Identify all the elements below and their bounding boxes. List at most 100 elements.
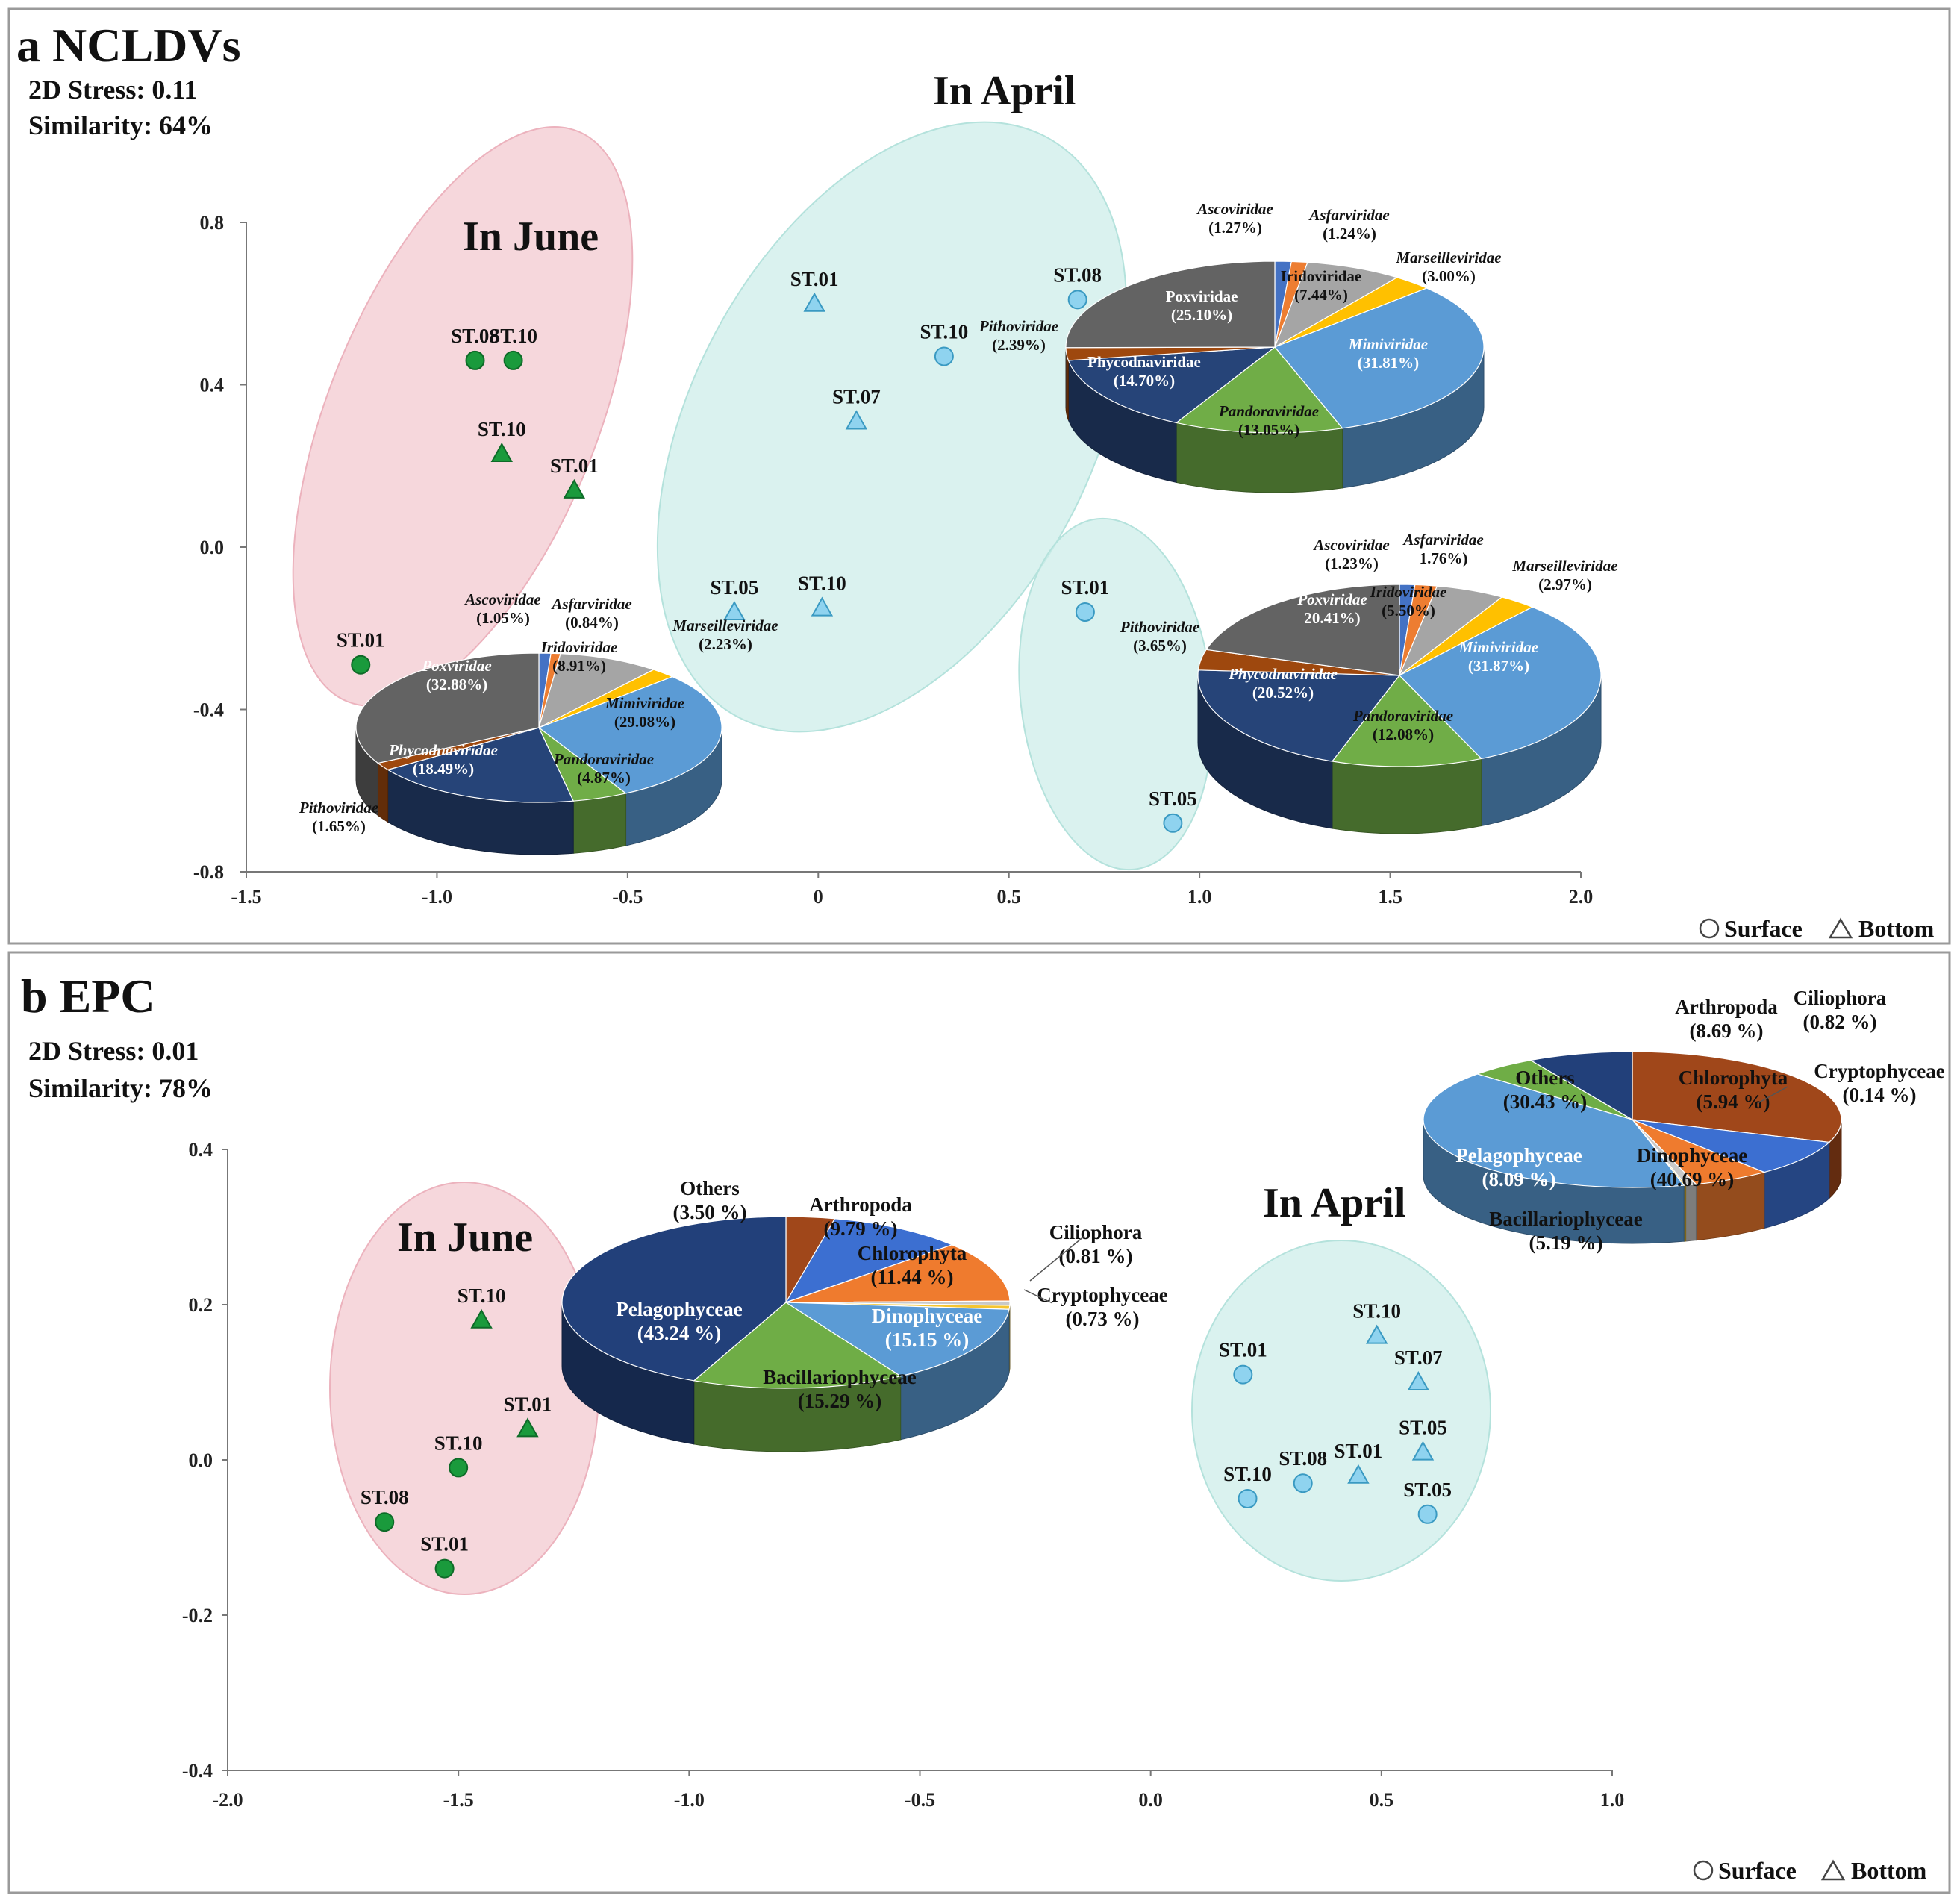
pie-label-name: Pandoraviridae bbox=[1352, 707, 1453, 725]
x-tick-label: -1.0 bbox=[422, 886, 452, 908]
pie-label-name: Marseilleviridae bbox=[1395, 249, 1501, 266]
pie-label-name: Poxviridae bbox=[1166, 287, 1238, 305]
legend-surface-icon bbox=[1694, 1861, 1712, 1879]
point-surface bbox=[1294, 1474, 1312, 1492]
ellipse-june-a bbox=[223, 81, 702, 752]
panel-a-similarity: Similarity: 64% bbox=[28, 110, 213, 140]
point-label: ST.01 bbox=[550, 455, 599, 477]
pie-label-name: Mimiviridae bbox=[605, 694, 684, 712]
x-tick-label: -0.5 bbox=[612, 886, 643, 908]
point-label: ST.05 bbox=[1403, 1479, 1452, 1501]
pie-label-pct: (2.97%) bbox=[1538, 575, 1592, 593]
pie-side-pithoviridae bbox=[378, 764, 387, 823]
pie-label-name: Cryptophyceae bbox=[1037, 1284, 1167, 1306]
pie-label-name: Phycodnaviridae bbox=[388, 741, 498, 759]
pie-label-pct: (18.49%) bbox=[413, 760, 474, 778]
pie-label-pct: (0.82 %) bbox=[1803, 1011, 1877, 1033]
pie-label-pct: (30.43 %) bbox=[1503, 1090, 1587, 1113]
pie-label-pct: (1.23%) bbox=[1325, 555, 1379, 572]
point-label: ST.05 bbox=[711, 576, 759, 599]
pie-label-pct: (8.69 %) bbox=[1690, 1020, 1764, 1042]
pie-label-pct: 20.41%) bbox=[1304, 609, 1360, 627]
point-label: ST.10 bbox=[434, 1432, 483, 1454]
ellipse-april-b bbox=[1192, 1240, 1491, 1581]
pie-label-pct: (3.65%) bbox=[1133, 637, 1187, 655]
pie-label-name: Poxviridae bbox=[1296, 590, 1367, 608]
point-label: ST.07 bbox=[832, 385, 881, 408]
point-label: ST.10 bbox=[1223, 1463, 1272, 1485]
point-surface bbox=[449, 1458, 467, 1476]
point-label: ST.10 bbox=[489, 325, 537, 347]
pie-label-pct: (29.08%) bbox=[614, 713, 675, 731]
point-label: ST.05 bbox=[1399, 1417, 1447, 1439]
pie-label-pct: (1.65%) bbox=[312, 817, 366, 835]
point-surface bbox=[1076, 603, 1094, 621]
pie-label-name: Others bbox=[680, 1177, 739, 1199]
pie-side-pandoraviridae bbox=[573, 793, 625, 853]
point-surface bbox=[1419, 1505, 1437, 1523]
x-tick-label: 0.5 bbox=[996, 886, 1021, 908]
pie-label-name: Pithoviridae bbox=[979, 317, 1058, 335]
pie-label-pct: (2.39%) bbox=[992, 336, 1046, 354]
pie-label-name: Pelagophyceae bbox=[616, 1298, 742, 1320]
point-label: ST.10 bbox=[458, 1285, 506, 1307]
y-tick-label: 0.2 bbox=[189, 1294, 213, 1316]
pie-label-pct: (0.14 %) bbox=[1843, 1084, 1917, 1106]
point-label: ST.01 bbox=[420, 1533, 469, 1555]
x-tick-label: 1.0 bbox=[1600, 1789, 1625, 1811]
pie-label-pct: (1.24%) bbox=[1323, 225, 1376, 243]
pie-label-name: Pithoviridae bbox=[1120, 618, 1199, 636]
pie-label-pct: (1.05%) bbox=[476, 609, 530, 627]
pie-label-name: Ascoviridae bbox=[1312, 536, 1389, 554]
pie-label-pct: (0.84%) bbox=[565, 614, 619, 631]
point-surface bbox=[1239, 1490, 1257, 1508]
x-tick-label: -1.5 bbox=[443, 1789, 474, 1811]
point-label: ST.10 bbox=[920, 320, 968, 343]
pie-label-name: Asfarviridae bbox=[550, 595, 631, 613]
pie-label-pct: (25.10%) bbox=[1171, 306, 1232, 324]
point-label: ST.07 bbox=[1394, 1346, 1443, 1369]
pie-label-name: Pandoraviridae bbox=[553, 750, 654, 768]
panel-b-heading: b EPC bbox=[21, 970, 155, 1023]
point-label: ST.10 bbox=[798, 572, 846, 595]
pie-label-name: Asfarviridae bbox=[1402, 531, 1483, 549]
x-tick-label: 1.0 bbox=[1187, 886, 1212, 908]
pie-side-pandoraviridae bbox=[1332, 758, 1482, 834]
point-label: ST.05 bbox=[1149, 787, 1197, 810]
label-in-april-a: In April bbox=[933, 68, 1076, 114]
pie-label-name: Bacillariophyceae bbox=[1489, 1208, 1642, 1230]
legend-bottom-label: Bottom bbox=[1858, 915, 1935, 942]
pie-label-name: Ciliophora bbox=[1049, 1221, 1143, 1243]
panel-a-heading: a NCLDVs bbox=[16, 19, 240, 72]
y-tick-label: 0.8 bbox=[200, 212, 225, 234]
point-surface bbox=[935, 347, 953, 365]
point-surface bbox=[1069, 290, 1087, 308]
pie-label-name: Iridoviridae bbox=[1281, 267, 1362, 285]
pie-label-pct: (4.87%) bbox=[577, 769, 631, 787]
x-tick-label: -0.5 bbox=[905, 1789, 935, 1811]
pie-label-name: Iridoviridae bbox=[540, 638, 618, 656]
y-tick-label: 0.4 bbox=[200, 375, 225, 396]
pie-label-pct: (5.50%) bbox=[1382, 602, 1435, 619]
pie-label-pct: (13.05%) bbox=[1238, 421, 1299, 439]
legend-bottom-icon bbox=[1823, 1861, 1844, 1879]
pie-label-pct: 1.76%) bbox=[1420, 549, 1468, 567]
point-label: ST.10 bbox=[478, 418, 526, 440]
y-tick-label: -0.4 bbox=[193, 699, 224, 721]
point-surface bbox=[505, 352, 522, 369]
point-surface bbox=[1234, 1366, 1252, 1384]
point-surface bbox=[375, 1513, 393, 1531]
point-label: ST.08 bbox=[361, 1486, 409, 1508]
x-tick-label: 0.0 bbox=[1138, 1789, 1163, 1811]
pie-side-ciliophora bbox=[1686, 1184, 1697, 1241]
pie-label-pct: (1.27%) bbox=[1208, 219, 1262, 237]
x-tick-label: 2.0 bbox=[1569, 886, 1594, 908]
panel-a-stress: 2D Stress: 0.11 bbox=[28, 75, 197, 104]
label-in-june-b: In June bbox=[397, 1214, 533, 1261]
pie-label-pct: (14.70%) bbox=[1114, 372, 1175, 390]
pie-label-pct: (15.15 %) bbox=[885, 1329, 969, 1351]
point-label: ST.01 bbox=[1335, 1440, 1383, 1462]
pie-label-pct: (40.69 %) bbox=[1650, 1168, 1734, 1190]
pie-label-name: Chlorophyta bbox=[858, 1242, 967, 1264]
